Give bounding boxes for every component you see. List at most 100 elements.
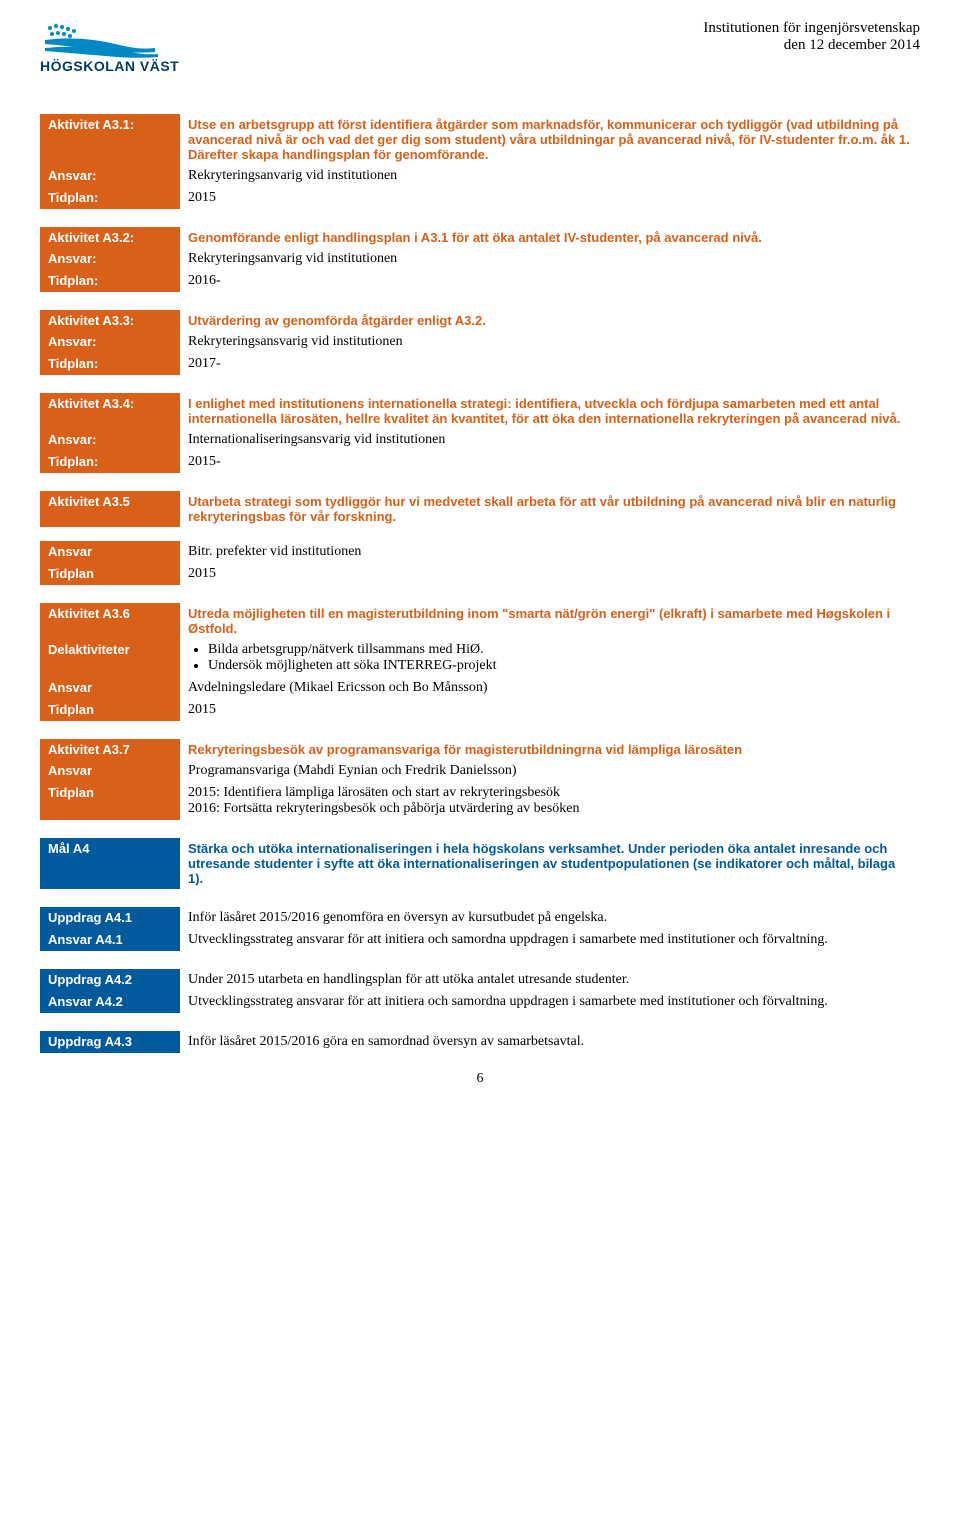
row-value: Utse en arbetsgrupp att först identifier… (180, 114, 920, 165)
row-value: Internationaliseringsansvarig vid instit… (180, 429, 920, 451)
table-row: Tidplan2015: Identifiera lämpliga lärosä… (40, 782, 920, 820)
table-row: Ansvar:Rekryteringsanvarig vid instituti… (40, 248, 920, 270)
table-row: AnsvarProgramansvariga (Mahdi Eynian och… (40, 760, 920, 782)
table-row: Tidplan:2016- (40, 270, 920, 292)
page-header: HÖGSKOLAN VÄST Institutionen för ingenjö… (40, 20, 920, 74)
row-label: Tidplan: (40, 451, 180, 473)
row-label: Aktivitet A3.3: (40, 310, 180, 331)
row-label: Aktivitet A3.6 (40, 603, 180, 639)
activity-table: Aktivitet A3.2:Genomförande enligt handl… (40, 227, 920, 292)
bullet-list: Bilda arbetsgrupp/nätverk tillsammans me… (188, 642, 912, 674)
row-value: Bilda arbetsgrupp/nätverk tillsammans me… (180, 639, 920, 677)
header-date: den 12 december 2014 (703, 37, 920, 54)
table-row: Uppdrag A4.1Inför läsåret 2015/2016 geno… (40, 907, 920, 929)
table-row: Ansvar A4.2Utvecklingsstrateg ansvarar f… (40, 991, 920, 1013)
row-label: Ansvar (40, 677, 180, 699)
row-label: Tidplan: (40, 187, 180, 209)
table-row: Mål A4Stärka och utöka internationaliser… (40, 838, 920, 889)
row-label: Uppdrag A4.3 (40, 1031, 180, 1053)
table-row: Aktivitet A3.4:I enlighet med institutio… (40, 393, 920, 429)
row-value: Rekryteringsansvarig vid institutionen (180, 331, 920, 353)
table-row: Delaktiviteter Bilda arbetsgrupp/nätverk … (40, 639, 920, 677)
table-row: Ansvar:Rekryteringsansvarig vid institut… (40, 331, 920, 353)
logo: HÖGSKOLAN VÄST (40, 20, 179, 74)
row-label: Ansvar: (40, 429, 180, 451)
row-value: Utvecklingsstrateg ansvarar för att init… (180, 991, 920, 1013)
table-row: AnsvarBitr. prefekter vid institutionen (40, 541, 920, 563)
row-label: Uppdrag A4.2 (40, 969, 180, 991)
header-institution: Institutionen för ingenjörsvetenskap (703, 20, 920, 37)
row-label: Aktivitet A3.7 (40, 739, 180, 760)
table-row: Ansvar A4.1Utvecklingsstrateg ansvarar f… (40, 929, 920, 951)
activity-table: Mål A4Stärka och utöka internationaliser… (40, 838, 920, 889)
row-value: Rekryteringsanvarig vid institutionen (180, 165, 920, 187)
activity-table: Uppdrag A4.2Under 2015 utarbeta en handl… (40, 969, 920, 1013)
row-label: Delaktiviteter (40, 639, 180, 677)
row-value: Inför läsåret 2015/2016 göra en samordna… (180, 1031, 920, 1053)
table-row: Ansvar:Rekryteringsanvarig vid instituti… (40, 165, 920, 187)
tables-container: Aktivitet A3.1:Utse en arbetsgrupp att f… (40, 114, 920, 1053)
row-label: Tidplan (40, 699, 180, 721)
row-label: Ansvar (40, 760, 180, 782)
table-row: Uppdrag A4.2Under 2015 utarbeta en handl… (40, 969, 920, 991)
row-label: Ansvar: (40, 165, 180, 187)
table-row: Aktivitet A3.2:Genomförande enligt handl… (40, 227, 920, 248)
row-value: Stärka och utöka internationaliseringen … (180, 838, 920, 889)
row-value: 2017- (180, 353, 920, 375)
row-value: 2015- (180, 451, 920, 473)
row-value: Inför läsåret 2015/2016 genomföra en öve… (180, 907, 920, 929)
row-label: Tidplan: (40, 270, 180, 292)
activity-table: Uppdrag A4.1Inför läsåret 2015/2016 geno… (40, 907, 920, 951)
table-row: Aktivitet A3.5Utarbeta strategi som tydl… (40, 491, 920, 527)
list-item: Undersök möjligheten att söka INTERREG-p… (208, 658, 912, 674)
activity-table: Aktivitet A3.7Rekryteringsbesök av progr… (40, 739, 920, 820)
row-label: Ansvar: (40, 248, 180, 270)
row-label: Ansvar: (40, 331, 180, 353)
row-value: Utarbeta strategi som tydliggör hur vi m… (180, 491, 920, 527)
table-row: Ansvar:Internationaliseringsansvarig vid… (40, 429, 920, 451)
row-label: Ansvar A4.1 (40, 929, 180, 951)
row-label: Aktivitet A3.5 (40, 491, 180, 527)
row-label: Uppdrag A4.1 (40, 907, 180, 929)
row-label: Aktivitet A3.2: (40, 227, 180, 248)
logo-graphic-icon (40, 20, 160, 60)
row-value: Utvecklingsstrateg ansvarar för att init… (180, 929, 920, 951)
list-item: Bilda arbetsgrupp/nätverk tillsammans me… (208, 642, 912, 658)
activity-table: Aktivitet A3.4:I enlighet med institutio… (40, 393, 920, 473)
row-value: Rekryteringsbesök av programansvariga fö… (180, 739, 920, 760)
table-row: Aktivitet A3.1:Utse en arbetsgrupp att f… (40, 114, 920, 165)
table-row: Tidplan:2015 (40, 187, 920, 209)
row-label: Tidplan (40, 782, 180, 820)
row-value: 2015 (180, 187, 920, 209)
row-value: Bitr. prefekter vid institutionen (180, 541, 920, 563)
table-row: Aktivitet A3.7Rekryteringsbesök av progr… (40, 739, 920, 760)
row-value: 2016- (180, 270, 920, 292)
row-value: 2015 (180, 699, 920, 721)
row-label: Ansvar (40, 541, 180, 563)
table-row: Uppdrag A4.3Inför läsåret 2015/2016 göra… (40, 1031, 920, 1053)
header-right: Institutionen för ingenjörsvetenskap den… (703, 20, 920, 54)
row-value: Genomförande enligt handlingsplan i A3.1… (180, 227, 920, 248)
row-label: Ansvar A4.2 (40, 991, 180, 1013)
table-row: Tidplan2015 (40, 563, 920, 585)
row-label: Aktivitet A3.4: (40, 393, 180, 429)
row-value: Utreda möjligheten till en magisterutbil… (180, 603, 920, 639)
activity-table: Uppdrag A4.3Inför läsåret 2015/2016 göra… (40, 1031, 920, 1053)
row-value: Programansvariga (Mahdi Eynian och Fredr… (180, 760, 920, 782)
row-value: Rekryteringsanvarig vid institutionen (180, 248, 920, 270)
row-label: Tidplan (40, 563, 180, 585)
row-value: 2015: Identifiera lämpliga lärosäten och… (180, 782, 920, 820)
row-value: Avdelningsledare (Mikael Ericsson och Bo… (180, 677, 920, 699)
activity-table: Aktivitet A3.6Utreda möjligheten till en… (40, 603, 920, 721)
logo-text: HÖGSKOLAN VÄST (40, 58, 179, 74)
activity-table: Aktivitet A3.1:Utse en arbetsgrupp att f… (40, 114, 920, 209)
row-label: Aktivitet A3.1: (40, 114, 180, 165)
table-row: Aktivitet A3.6Utreda möjligheten till en… (40, 603, 920, 639)
table-row (40, 527, 920, 541)
activity-table: Aktivitet A3.3:Utvärdering av genomförda… (40, 310, 920, 375)
row-value: Utvärdering av genomförda åtgärder enlig… (180, 310, 920, 331)
row-value: Under 2015 utarbeta en handlingsplan för… (180, 969, 920, 991)
activity-table: Aktivitet A3.5Utarbeta strategi som tydl… (40, 491, 920, 585)
table-row: Tidplan:2015- (40, 451, 920, 473)
page-number: 6 (40, 1071, 920, 1087)
